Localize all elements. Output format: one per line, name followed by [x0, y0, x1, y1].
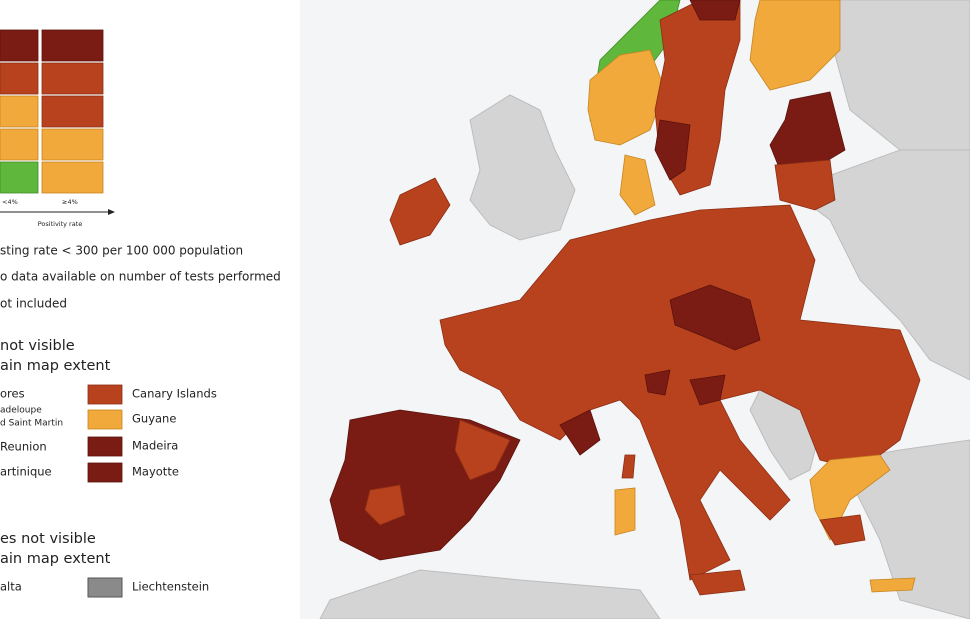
axis-label: ≥4% — [62, 198, 78, 206]
axis-label: <4% — [2, 198, 18, 206]
norway-south — [587, 49, 666, 146]
uk — [469, 94, 576, 241]
region-label: ores — [0, 387, 25, 401]
corsica — [621, 454, 636, 479]
sardinia — [614, 487, 636, 536]
peloponnese — [819, 514, 866, 546]
sicily — [689, 569, 746, 596]
swatch — [87, 462, 123, 483]
legend-cell — [0, 128, 39, 161]
axis-arrow — [108, 209, 115, 215]
crete — [869, 577, 916, 593]
legend-cell — [0, 95, 39, 128]
russia-north — [819, 0, 970, 151]
region-label: Reunion — [0, 440, 47, 454]
axis-title: Positivity rate — [38, 220, 83, 228]
spain-centre — [364, 484, 406, 526]
spain-east — [454, 419, 511, 481]
lithuania — [774, 159, 836, 211]
sweden-north — [689, 0, 741, 21]
tyrol — [644, 369, 671, 396]
region-label: Madeira — [132, 439, 178, 453]
legend-cell — [41, 161, 104, 194]
country-label: Liechtenstein — [132, 580, 209, 594]
ireland — [389, 177, 451, 246]
legend-cell — [0, 62, 39, 95]
legend-note: ot included — [0, 297, 67, 311]
south-france — [559, 409, 601, 456]
sweden-south — [654, 119, 691, 181]
section-title: not visible — [0, 338, 75, 354]
swatch — [87, 436, 123, 457]
region-label: adeloupe — [0, 406, 42, 416]
region-label: Canary Islands — [132, 387, 217, 401]
finland — [749, 0, 841, 91]
map — [300, 0, 970, 619]
legend-matrix: <4% ≥4% Positivity rate — [0, 29, 115, 228]
turkey — [839, 439, 970, 619]
legend-cell — [0, 29, 39, 62]
country-label: alta — [0, 580, 22, 594]
region-label: Guyane — [132, 412, 176, 426]
legend-cell — [41, 62, 104, 95]
czechia — [669, 284, 761, 351]
swatch — [87, 577, 123, 598]
swatch — [87, 409, 123, 430]
section-title: ain map extent — [0, 358, 111, 374]
africa — [319, 569, 661, 619]
region-label: Mayotte — [132, 465, 179, 479]
section-title: es not visible — [0, 531, 96, 547]
section-title: ain map extent — [0, 551, 111, 567]
legend-note: o data available on number of tests perf… — [0, 270, 281, 284]
slovenia — [689, 374, 726, 406]
legend-cell — [41, 95, 104, 128]
legend-cell — [41, 128, 104, 161]
denmark — [619, 154, 656, 216]
swatch — [87, 384, 123, 405]
region-label: artinique — [0, 465, 52, 479]
legend-cell — [0, 161, 39, 194]
region-label: d Saint Martin — [0, 419, 63, 429]
legend-cell — [41, 29, 104, 62]
legend-note: sting rate < 300 per 100 000 population — [0, 244, 243, 258]
